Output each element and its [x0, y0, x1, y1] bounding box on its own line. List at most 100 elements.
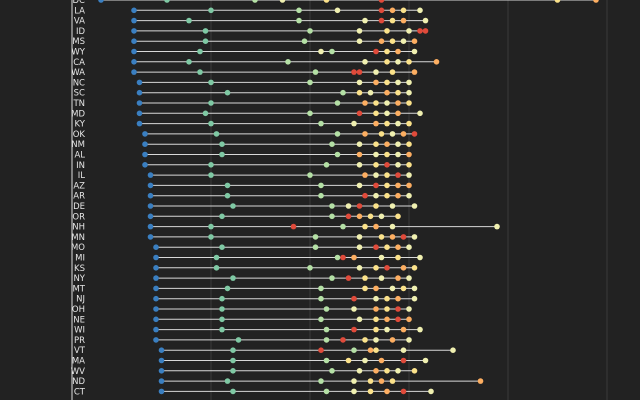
data-point	[334, 151, 341, 158]
state-row-vt: VT	[74, 346, 456, 356]
data-point	[98, 0, 104, 3]
data-point	[362, 337, 368, 343]
data-point	[411, 368, 418, 374]
data-point	[362, 131, 368, 137]
data-point	[356, 38, 363, 44]
data-point	[197, 69, 203, 75]
data-point	[136, 79, 143, 86]
data-point	[400, 234, 407, 240]
data-point	[208, 79, 214, 86]
data-point	[362, 192, 368, 199]
state-label: MT	[72, 284, 85, 294]
data-point	[411, 131, 418, 137]
data-point	[406, 244, 412, 250]
data-point	[400, 38, 407, 44]
data-point	[389, 38, 396, 44]
data-point	[477, 378, 484, 384]
state-label: AL	[74, 151, 85, 161]
data-point	[395, 89, 401, 96]
data-point	[373, 69, 379, 75]
data-point	[153, 316, 159, 323]
state-label: NC	[73, 78, 85, 88]
data-point	[131, 17, 137, 24]
data-point	[395, 368, 401, 374]
data-point	[153, 254, 159, 261]
data-point	[384, 182, 390, 189]
state-label: MS	[72, 37, 85, 47]
state-row-wa: WA	[71, 68, 418, 78]
data-point	[329, 203, 335, 209]
data-point	[406, 79, 412, 86]
state-row-mt: MT	[72, 284, 418, 294]
data-point	[384, 172, 390, 178]
data-point	[186, 17, 192, 24]
data-point	[384, 244, 390, 250]
data-point	[373, 120, 379, 127]
state-row-sc: SC	[74, 89, 412, 99]
data-point	[362, 223, 368, 230]
data-point	[318, 182, 324, 189]
data-point	[323, 162, 330, 168]
state-row-wy: WY	[71, 48, 418, 58]
data-point	[395, 254, 401, 261]
data-point	[406, 100, 412, 106]
state-row-oh: OH	[72, 305, 412, 315]
data-point	[318, 316, 324, 323]
state-label: DC	[73, 0, 86, 6]
data-point	[400, 347, 407, 354]
data-point	[395, 141, 401, 147]
data-point	[378, 17, 385, 24]
data-point	[362, 285, 368, 292]
data-point	[224, 192, 231, 199]
data-point	[395, 48, 401, 55]
state-label: VA	[74, 17, 85, 27]
state-label: WY	[71, 48, 85, 58]
data-point	[334, 254, 341, 261]
data-point	[373, 141, 379, 147]
state-row-or: OR	[72, 212, 401, 222]
data-point	[384, 192, 390, 199]
data-point	[389, 203, 396, 209]
data-point	[213, 131, 220, 137]
state-label: OR	[72, 212, 85, 222]
data-point	[307, 110, 313, 117]
data-point	[395, 151, 401, 158]
data-point	[323, 388, 330, 395]
data-point	[340, 223, 346, 230]
data-point	[367, 89, 374, 96]
state-label: CA	[73, 58, 85, 68]
data-point	[384, 89, 390, 96]
data-point	[351, 69, 357, 75]
data-point	[351, 326, 357, 333]
state-row-la: LA	[74, 6, 423, 16]
state-label: MO	[71, 243, 85, 253]
data-point	[252, 0, 258, 3]
state-label: WI	[74, 326, 85, 336]
data-point	[208, 7, 214, 14]
data-point	[384, 151, 390, 158]
data-point	[164, 0, 170, 3]
state-row-in: IN	[76, 161, 412, 171]
state-label: KS	[74, 264, 85, 274]
state-label: CT	[74, 387, 86, 397]
data-point	[356, 162, 363, 168]
data-point	[323, 0, 330, 3]
data-point	[406, 151, 412, 158]
data-point	[422, 17, 429, 24]
data-point	[307, 172, 313, 178]
data-point	[153, 337, 159, 343]
data-point	[373, 265, 379, 271]
state-row-wv: WV	[71, 367, 418, 377]
data-point	[219, 306, 225, 312]
data-point	[318, 120, 324, 127]
data-point	[400, 265, 407, 271]
data-point	[406, 162, 412, 168]
data-point	[356, 244, 363, 250]
data-point	[389, 69, 396, 75]
data-point	[373, 110, 379, 117]
data-point	[340, 89, 346, 96]
data-point	[356, 316, 363, 323]
state-label: NH	[72, 223, 85, 233]
data-point	[406, 172, 412, 178]
data-point	[411, 38, 418, 44]
